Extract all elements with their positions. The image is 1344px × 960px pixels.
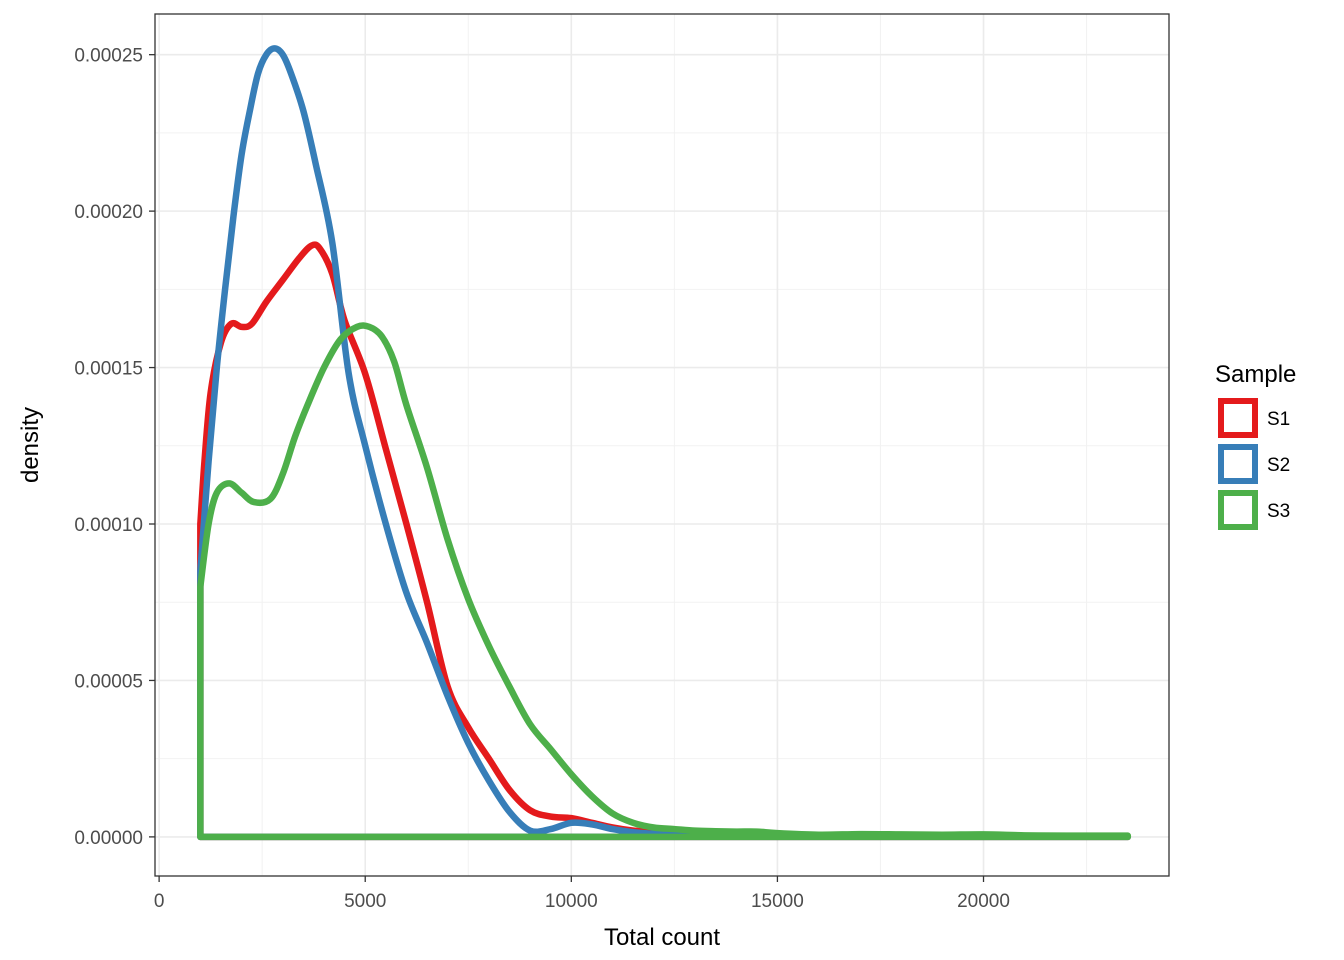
- x-tick-label: 5000: [344, 891, 386, 912]
- density-lines: [197, 45, 1132, 841]
- y-tick-label: 0.00015: [74, 359, 143, 380]
- x-tick-label: 0: [154, 891, 165, 912]
- y-tick-label: 0.00020: [74, 202, 143, 223]
- density-line-s2: [197, 45, 1132, 841]
- plot-panel: [155, 14, 1169, 876]
- x-tick-label: 15000: [751, 891, 804, 912]
- x-axis-title: Total count: [604, 924, 720, 951]
- legend-title: Sample: [1215, 361, 1296, 388]
- x-tick-label: 10000: [545, 891, 598, 912]
- legend-key-s2: [1218, 444, 1258, 484]
- legend-key-s1: [1218, 398, 1258, 438]
- y-tick-label: 0.00005: [74, 671, 143, 692]
- density-line-s3: [197, 322, 1132, 841]
- plot-border: [154, 13, 1170, 877]
- y-tick-label: 0.00025: [74, 46, 143, 67]
- y-axis: 0.00000 0.00005 0.00010 0.00015 0.00020 0.000…: [74, 46, 155, 849]
- legend-label-s2: S2: [1267, 455, 1290, 476]
- x-tick-label: 20000: [957, 891, 1010, 912]
- y-tick-label: 0.00010: [74, 515, 143, 536]
- minor-gridlines: [155, 14, 1169, 876]
- legend: Sample S1 S2 S3: [1215, 361, 1296, 530]
- y-tick-label: 0.00000: [74, 828, 143, 849]
- y-axis-title: density: [17, 407, 44, 483]
- legend-key-s3: [1218, 490, 1258, 530]
- legend-label-s3: S3: [1267, 501, 1290, 522]
- x-axis: 0 5000 10000 15000 20000: [154, 876, 1010, 912]
- legend-label-s1: S1: [1267, 409, 1290, 430]
